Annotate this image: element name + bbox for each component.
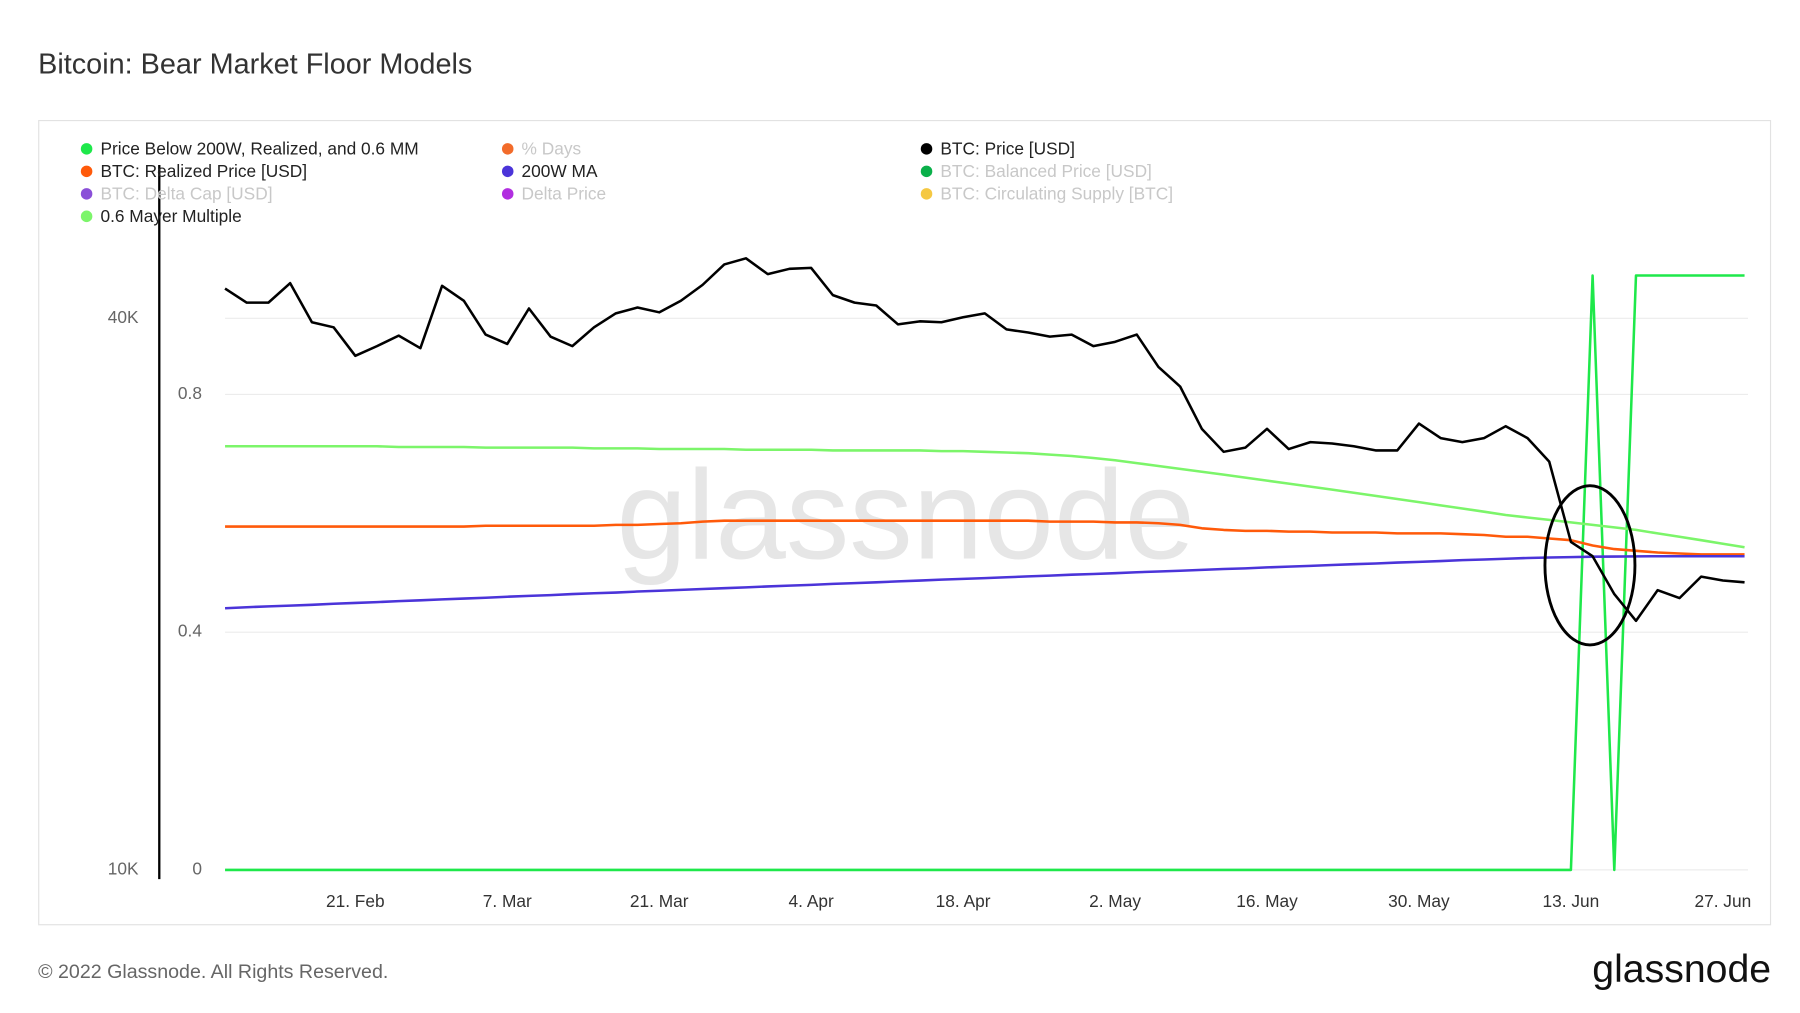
legend-marker xyxy=(501,165,514,178)
legend-marker xyxy=(80,188,93,200)
logo: glassnode xyxy=(1592,947,1771,991)
legend-label: 200W MA xyxy=(522,161,598,181)
legend-marker xyxy=(920,188,933,200)
legend-marker xyxy=(80,210,93,223)
legend-marker xyxy=(920,165,933,178)
legend-label: Price Below 200W, Realized, and 0.6 MM xyxy=(100,139,418,159)
series-line xyxy=(225,519,1745,556)
chart-title: Bitcoin: Bear Market Floor Models xyxy=(38,48,472,80)
legend-label: BTC: Price [USD] xyxy=(940,139,1075,159)
x-tick-label: 4. Apr xyxy=(789,891,834,911)
plot-area xyxy=(224,257,1745,872)
x-tick-label: 30. May xyxy=(1388,891,1450,911)
x-tick-label: 7. Mar xyxy=(483,891,532,911)
annotation-circle xyxy=(1543,484,1637,647)
x-tick-label: 27. Jun xyxy=(1694,891,1751,911)
y2-tick-label: 0.8 xyxy=(178,383,202,403)
x-tick-label: 2. May xyxy=(1089,891,1141,911)
x-tick-label: 21. Mar xyxy=(630,891,689,911)
legend-label: BTC: Realized Price [USD] xyxy=(100,161,307,181)
x-tick-label: 18. Apr xyxy=(936,891,991,911)
legend-label: 0.6 Mayer Multiple xyxy=(100,206,241,226)
x-tick-label: 13. Jun xyxy=(1543,891,1600,911)
legend-marker xyxy=(920,143,933,155)
legend-label: BTC: Balanced Price [USD] xyxy=(940,161,1151,181)
legend-label: BTC: Delta Cap [USD] xyxy=(100,184,272,204)
footer: © 2022 Glassnode. All Rights Reserved. xyxy=(38,961,388,983)
legend-marker xyxy=(501,143,514,155)
y-tick-label: 40K xyxy=(108,307,139,327)
series-line xyxy=(224,554,1745,610)
series-line xyxy=(224,257,1745,623)
y-tick-label: 10K xyxy=(108,858,139,878)
y2-tick-label: 0 xyxy=(192,858,202,878)
series-line xyxy=(225,274,1745,872)
legend: Price Below 200W, Realized, and 0.6 MM % … xyxy=(80,139,1173,226)
legend-marker xyxy=(501,188,514,200)
series-line xyxy=(225,445,1745,549)
x-tick-label: 21. Feb xyxy=(326,891,385,911)
watermark: glassnode xyxy=(616,443,1195,585)
grid xyxy=(225,317,1749,871)
x-tick-label: 16. May xyxy=(1236,891,1298,911)
legend-label: BTC: Circulating Supply [BTC] xyxy=(940,184,1173,204)
legend-label: Delta Price xyxy=(522,184,607,204)
legend-marker xyxy=(80,143,93,155)
chart-frame xyxy=(38,119,1772,926)
y2-tick-label: 0.4 xyxy=(178,621,202,641)
legend-marker xyxy=(80,165,93,178)
legend-label: % Days xyxy=(522,139,582,159)
